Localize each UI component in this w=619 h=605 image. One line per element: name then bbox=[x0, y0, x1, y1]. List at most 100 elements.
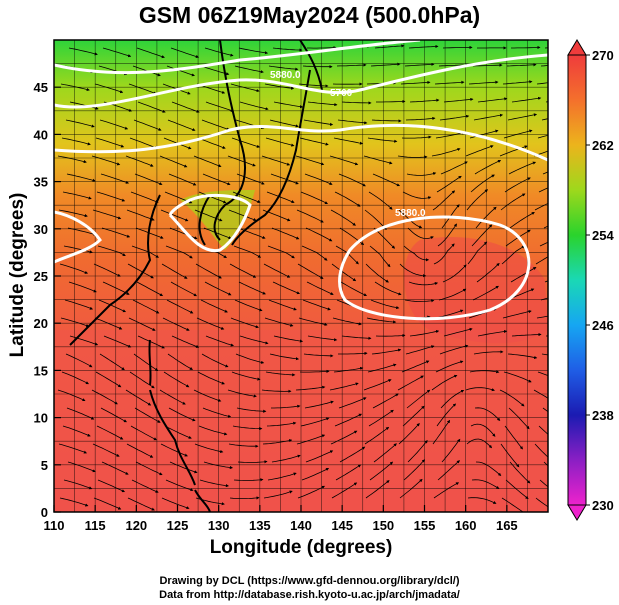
streamline bbox=[203, 461, 233, 470]
streamline bbox=[238, 281, 266, 295]
streamline bbox=[504, 425, 523, 450]
streamline bbox=[474, 407, 501, 421]
streamline bbox=[300, 417, 330, 427]
streamline bbox=[538, 187, 548, 193]
streamline bbox=[304, 173, 333, 185]
streamline bbox=[103, 335, 132, 348]
streamline bbox=[535, 256, 548, 265]
coastline-sakhalin bbox=[299, 40, 323, 91]
streamline bbox=[66, 407, 95, 420]
streamline bbox=[228, 209, 257, 221]
streamline bbox=[403, 459, 426, 481]
streamline bbox=[475, 206, 497, 229]
streamline bbox=[62, 191, 92, 200]
y-tick-label: 15 bbox=[34, 363, 48, 378]
streamline bbox=[465, 145, 494, 157]
streamline bbox=[365, 263, 389, 283]
streamline bbox=[334, 191, 361, 207]
streamline bbox=[440, 161, 468, 175]
x-tick-label: 120 bbox=[125, 518, 147, 533]
y-tick-label: 10 bbox=[34, 411, 48, 426]
streamline bbox=[443, 97, 474, 103]
streamline bbox=[329, 382, 359, 391]
streamline bbox=[333, 137, 364, 145]
credit-drawing: Drawing by DCL (https://www.gfd-dennou.o… bbox=[159, 575, 460, 587]
streamline bbox=[471, 224, 493, 247]
streamline bbox=[508, 407, 530, 430]
streamline bbox=[66, 173, 96, 182]
streamline bbox=[200, 299, 228, 313]
streamline bbox=[231, 137, 261, 148]
streamline bbox=[432, 419, 451, 445]
streamline bbox=[541, 353, 548, 356]
streamline bbox=[433, 243, 455, 265]
streamline bbox=[369, 245, 391, 268]
streamline bbox=[96, 425, 124, 440]
streamline bbox=[132, 299, 160, 314]
streamline bbox=[298, 317, 328, 326]
streamline bbox=[68, 281, 97, 293]
streamline bbox=[198, 191, 227, 204]
x-tick-label: 150 bbox=[372, 518, 394, 533]
streamline bbox=[536, 315, 548, 319]
streamline bbox=[270, 173, 299, 185]
streamline bbox=[163, 371, 190, 388]
x-tick-label: 145 bbox=[331, 518, 353, 533]
streamline bbox=[433, 482, 460, 499]
streamline bbox=[167, 353, 193, 370]
streamline bbox=[406, 389, 431, 409]
streamline bbox=[69, 101, 99, 110]
streamline bbox=[295, 155, 325, 166]
streamline bbox=[305, 227, 333, 242]
streamline bbox=[125, 155, 154, 167]
x-tick-label: 125 bbox=[167, 518, 189, 533]
streamline bbox=[437, 460, 461, 481]
streamline bbox=[133, 353, 159, 371]
streamline bbox=[544, 47, 548, 49]
streamline bbox=[235, 353, 265, 364]
streamline bbox=[168, 407, 196, 422]
colorbar-tick-label: 270 bbox=[592, 48, 614, 63]
streamline bbox=[264, 83, 295, 90]
streamline bbox=[265, 137, 295, 147]
streamline bbox=[443, 327, 473, 337]
streamline bbox=[130, 191, 159, 203]
streamline bbox=[540, 65, 548, 67]
streamline bbox=[273, 101, 304, 109]
streamline bbox=[171, 101, 200, 113]
streamline bbox=[58, 443, 88, 454]
streamline bbox=[171, 335, 200, 348]
height-contours bbox=[54, 40, 548, 321]
streamline bbox=[373, 443, 397, 463]
streamline bbox=[366, 317, 397, 324]
streamline bbox=[271, 454, 301, 463]
streamline bbox=[230, 83, 260, 93]
streamline bbox=[238, 47, 269, 55]
coastline-taiwan bbox=[148, 339, 152, 386]
streamline bbox=[136, 281, 164, 296]
streamline bbox=[304, 400, 334, 409]
streamline bbox=[301, 468, 330, 481]
streamline bbox=[371, 348, 402, 355]
colorbar-tick-label: 246 bbox=[592, 318, 614, 333]
streamline bbox=[205, 101, 235, 112]
colorbar-top-arrow bbox=[567, 39, 587, 56]
streamline bbox=[229, 496, 260, 500]
streamline bbox=[407, 439, 428, 463]
streamline bbox=[204, 47, 234, 57]
streamline bbox=[101, 461, 129, 475]
streamline bbox=[237, 460, 268, 464]
streamline bbox=[507, 113, 538, 121]
streamline bbox=[228, 443, 259, 448]
streamline bbox=[466, 189, 489, 211]
streamline bbox=[467, 241, 488, 265]
streamline bbox=[505, 479, 529, 500]
streamline bbox=[538, 425, 548, 435]
colorbar-tick-label: 238 bbox=[592, 408, 614, 423]
coastline-china bbox=[69, 194, 161, 346]
streamline bbox=[470, 174, 495, 193]
streamline bbox=[332, 317, 362, 326]
streamline bbox=[166, 299, 194, 314]
streamline bbox=[307, 101, 338, 107]
